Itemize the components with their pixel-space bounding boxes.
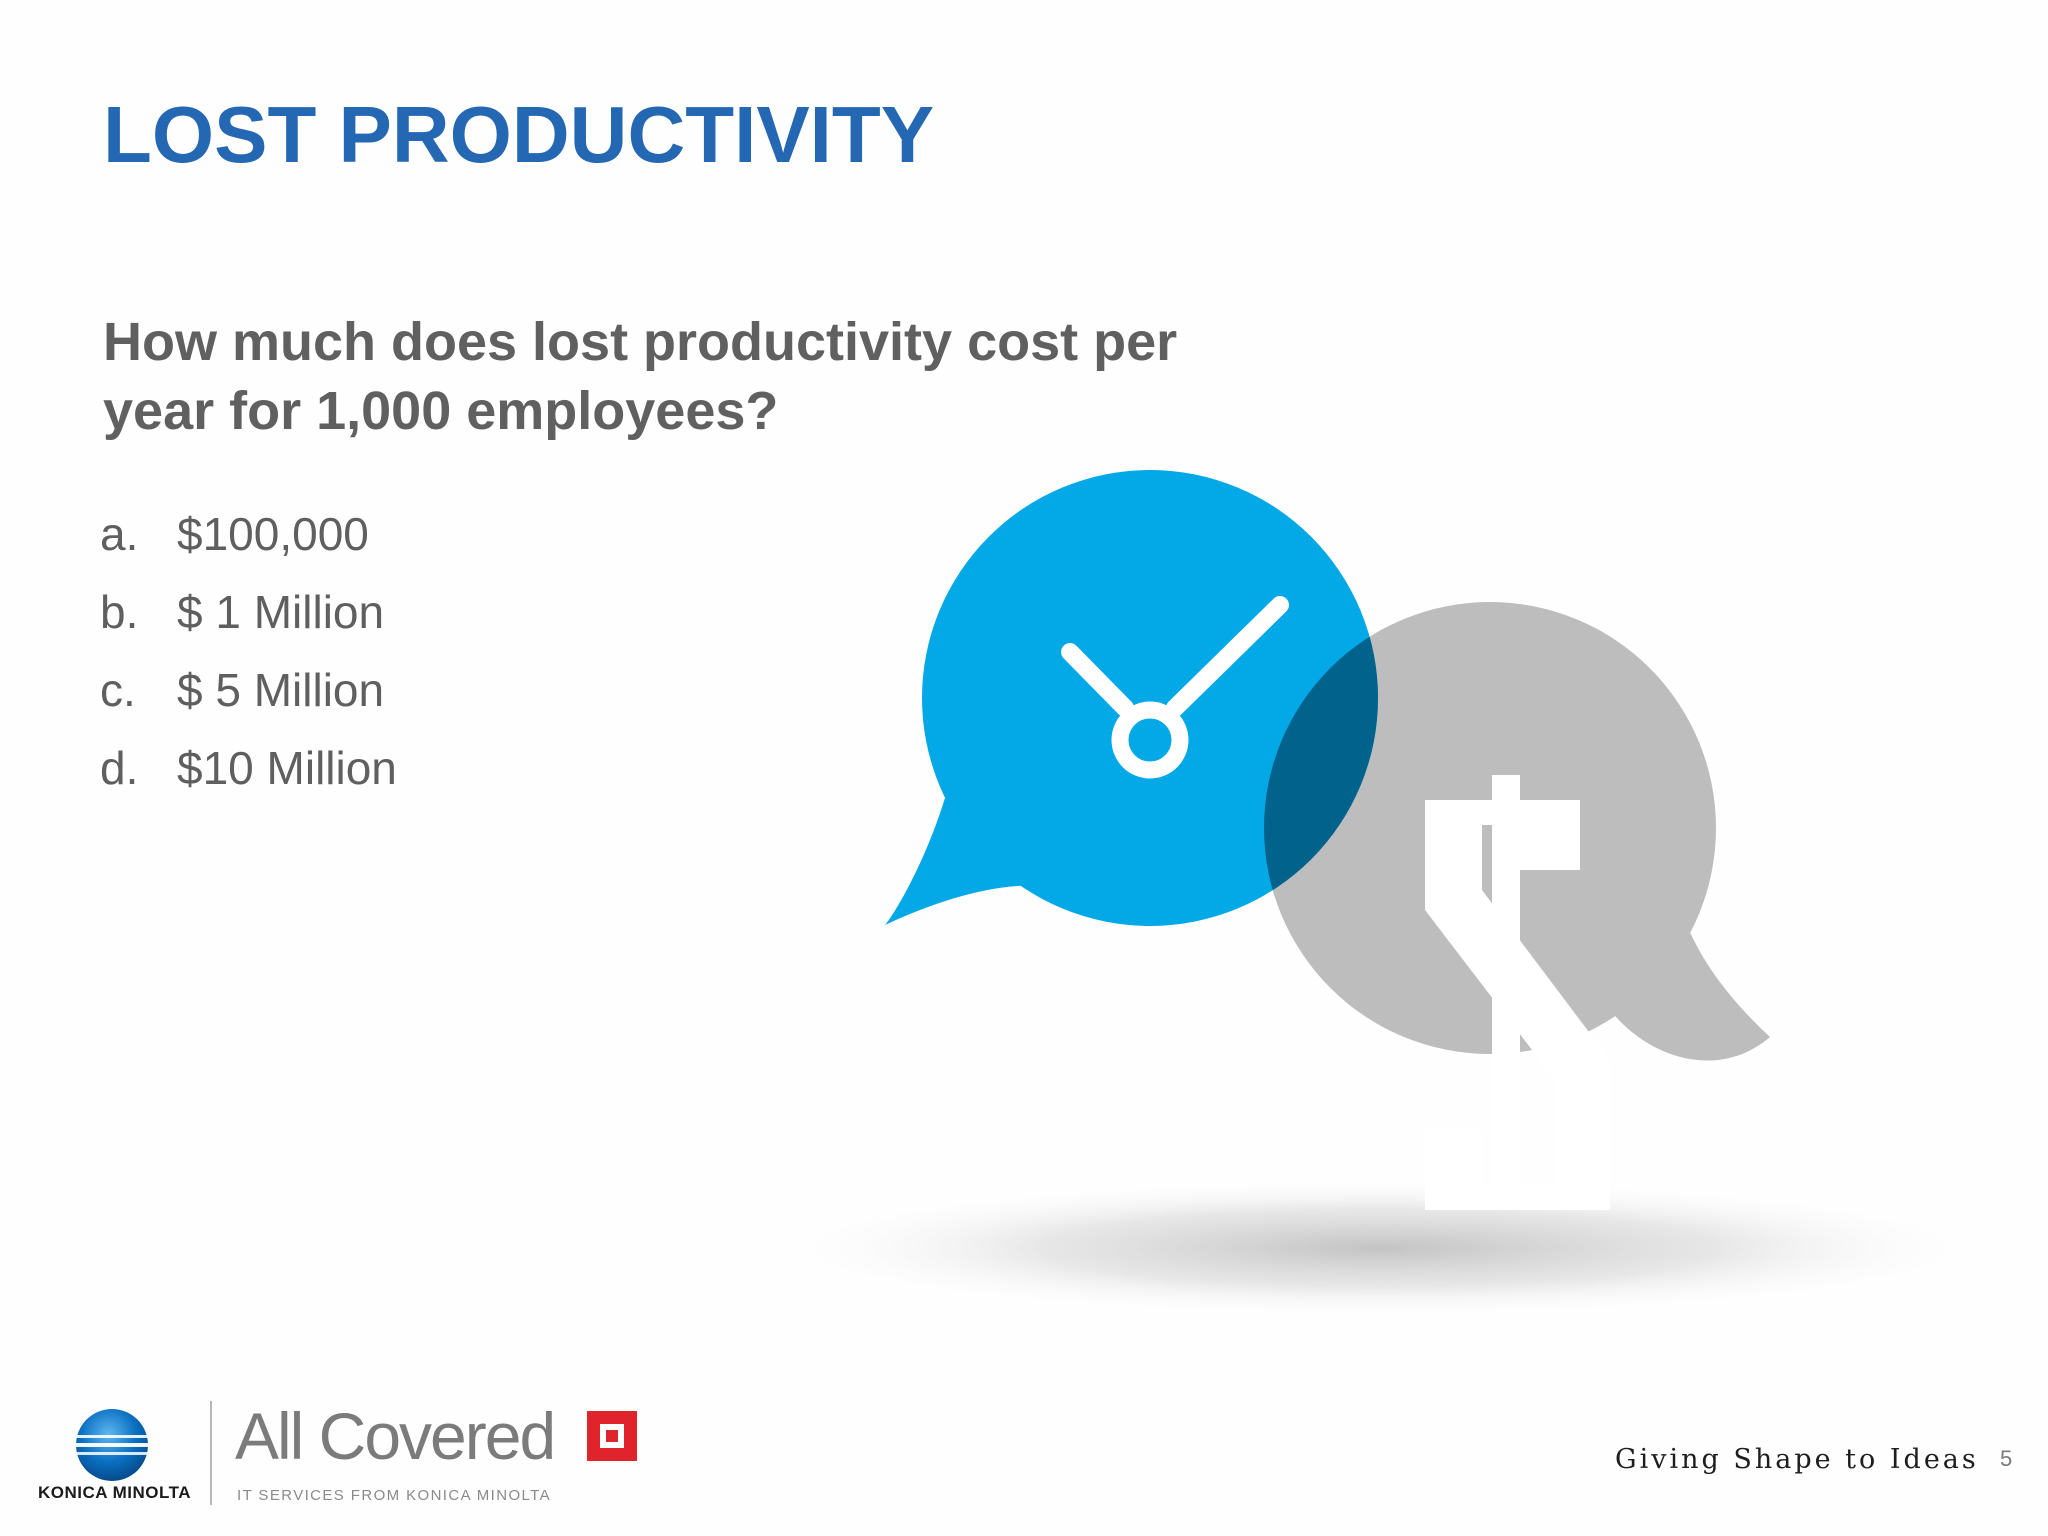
konica-minolta-wordmark: KONICA MINOLTA [38,1483,192,1502]
question-text: How much does lost productivity cost per… [103,312,1178,441]
answer-marker: c. [100,664,136,716]
all-covered-square-icon [587,1411,637,1461]
answer-text: $ 1 Million [177,586,385,638]
tagline: Giving Shape to Ideas [1615,1444,1979,1475]
konica-minolta-globe-icon [76,1409,148,1481]
clock-icon [1061,596,1289,779]
clock-and-dollar-speech-bubbles [770,470,1995,1318]
answer-marker: b. [100,586,139,638]
all-covered-wordmark: All Covered [235,1399,556,1473]
all-covered-subtitle: IT SERVICES FROM KONICA MINOLTA [237,1487,552,1504]
slide-number: 5 [2000,1446,2013,1471]
slide-title: LOST PRODUCTIVITY [103,90,935,179]
logo-divider [210,1401,212,1505]
dollar-sign-icon [1425,775,1610,1210]
floor-shadow [770,1178,1995,1318]
answer-text: $100,000 [177,508,369,560]
answer-text: $10 Million [177,742,397,794]
answer-text: $ 5 Million [177,664,385,716]
answer-marker: a. [100,508,139,560]
answer-option-d: d. $10 Million [100,742,397,820]
answer-marker: d. [100,742,139,794]
answer-list: a. $100,000 b. $ 1 Million c. $ 5 Million d… [100,508,397,820]
bubble-overlap [1264,602,1378,926]
footer-logos: KONICA MINOLTA All Covered IT SERVICES F… [30,1395,710,1515]
clock-bubble [885,470,1378,926]
answer-option-a: a. $100,000 [100,508,397,586]
answer-option-b: b. $ 1 Million [100,586,397,664]
answer-option-c: c. $ 5 Million [100,664,397,742]
